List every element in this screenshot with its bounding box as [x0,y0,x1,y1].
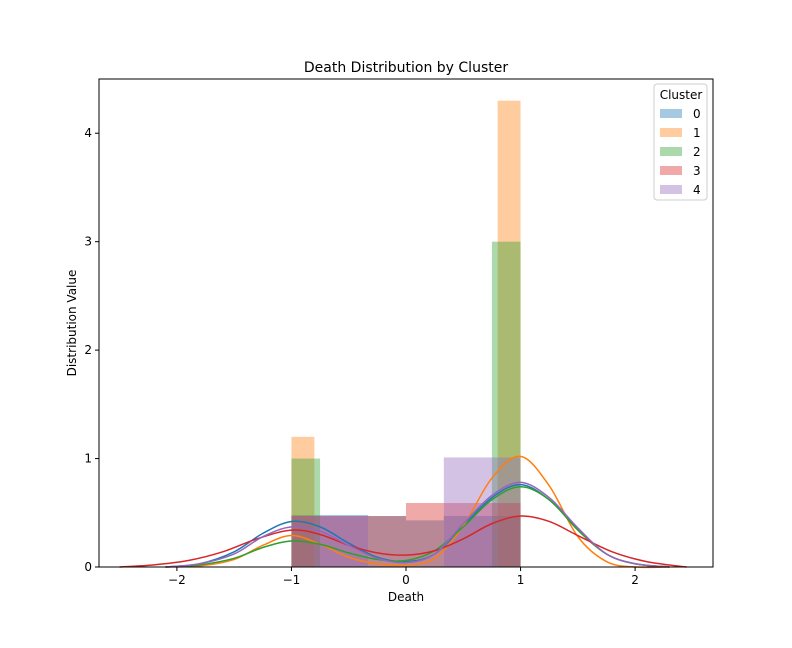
legend-label-3: 3 [693,164,701,178]
legend-swatch-2 [660,147,682,156]
x-axis-ticks: −2 −1 0 1 2 [168,567,639,587]
legend-title: Cluster [660,88,703,102]
kde-line-cluster-4 [165,481,670,568]
bar-cluster-1-1 [497,100,521,567]
kde-line-cluster-3 [119,515,687,568]
density-curves [119,455,687,569]
x-tick-label: 2 [631,573,639,587]
bar-cluster-4-2 [443,457,521,567]
legend-swatch-1 [660,128,682,137]
bar-cluster-3-2 [406,503,444,567]
legend-label-2: 2 [693,145,701,159]
kde-line-cluster-1 [165,455,670,569]
legend-label-1: 1 [693,126,701,140]
y-tick-label: 0 [84,560,92,574]
legend: Cluster 0 1 2 3 4 [653,83,708,201]
legend-box [653,83,708,201]
x-tick-label: 0 [402,573,410,587]
y-tick-label: 3 [84,235,92,249]
y-axis-label: Distribution Value [65,270,79,377]
legend-swatch-0 [660,109,682,118]
legend-label-4: 4 [693,183,701,197]
bar-cluster-2-1 [491,241,521,567]
legend-label-0: 0 [693,107,701,121]
y-tick-label: 1 [84,452,92,466]
chart-title: Death Distribution by Cluster [304,60,508,76]
x-tick-label: −2 [168,573,186,587]
x-tick-label: −1 [283,573,301,587]
bar-cluster-2-0 [291,458,321,567]
x-tick-label: 1 [517,573,525,587]
y-axis-ticks: 0 1 2 3 4 [84,126,99,574]
bar-cluster-1-0 [291,436,315,567]
x-axis-label: Death [388,590,424,604]
y-tick-label: 4 [84,126,92,140]
legend-swatch-4 [660,185,682,194]
legend-swatch-3 [660,166,682,175]
y-tick-label: 2 [84,343,92,357]
kde-line-cluster-2 [165,486,670,568]
